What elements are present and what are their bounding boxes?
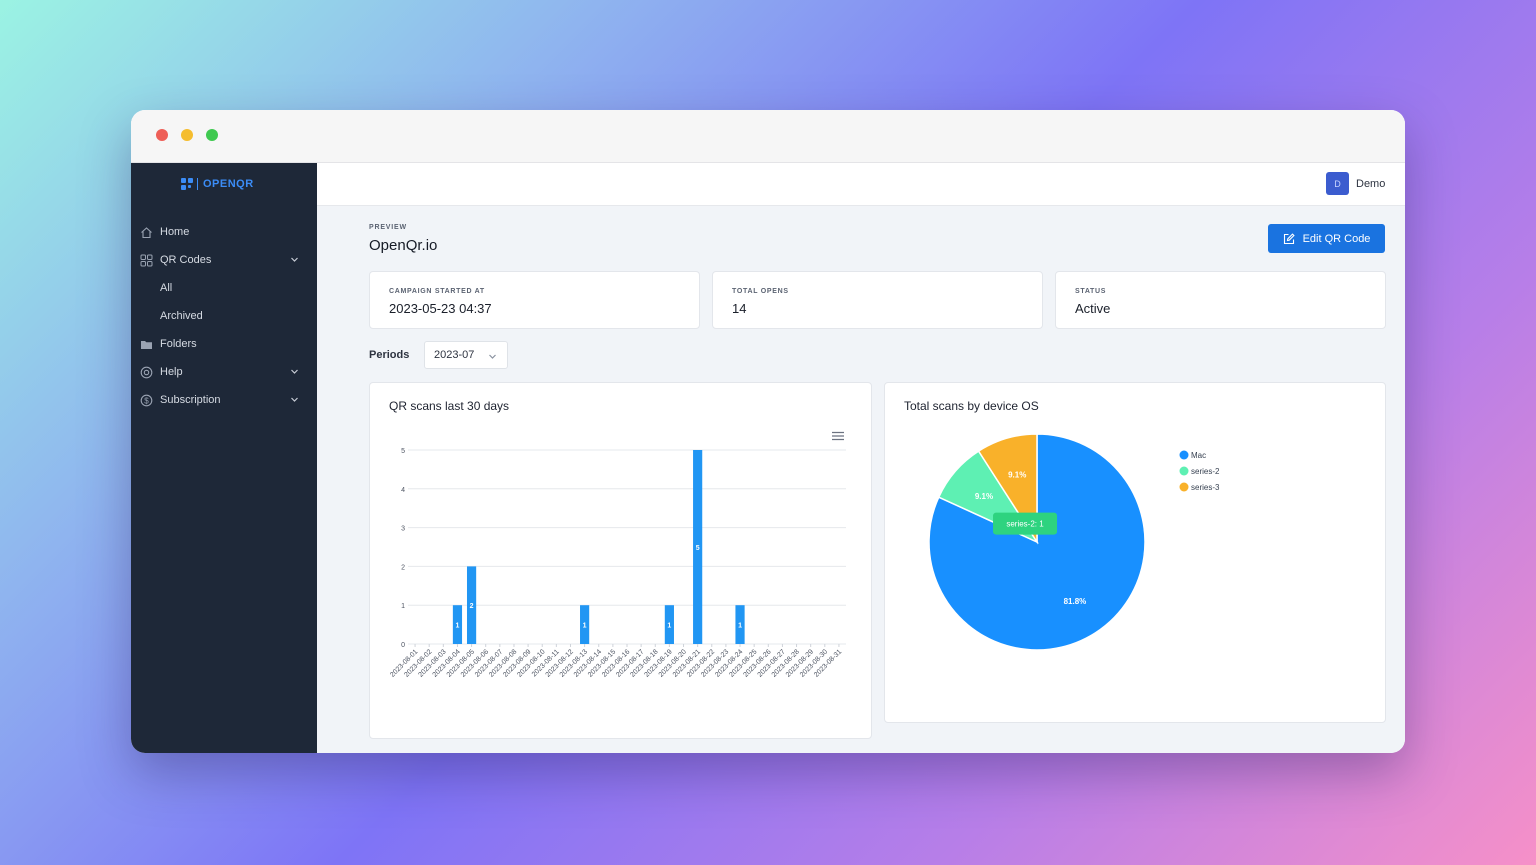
bar-data-label: 1: [667, 623, 671, 630]
app-logo[interactable]: OPENQR: [181, 176, 254, 192]
sidebar-item-label: Archived: [160, 310, 203, 322]
close-window-button[interactable]: [156, 129, 168, 141]
bar[interactable]: [664, 605, 674, 644]
stat-card-campaign-started: CAMPAIGN STARTED AT 2023-05-23 04:37: [369, 271, 700, 329]
avatar[interactable]: D: [1326, 172, 1349, 195]
bar[interactable]: [693, 450, 703, 644]
sidebar-item-archived[interactable]: Archived: [131, 305, 317, 327]
pie-slice-label: 81.8%: [1064, 597, 1087, 606]
sidebar-item-label: Subscription: [160, 394, 221, 406]
bar-data-label: 1: [583, 623, 587, 630]
bar[interactable]: [466, 566, 477, 644]
edit-icon: [1283, 232, 1295, 244]
sidebar-item-label: Folders: [160, 338, 197, 350]
sidebar-item-label: Help: [160, 366, 183, 378]
chevron-down-icon: [291, 369, 298, 374]
stat-card-total-opens: TOTAL OPENS 14: [712, 271, 1043, 329]
period-select[interactable]: 2023-07: [424, 341, 508, 369]
bar[interactable]: [735, 605, 745, 644]
legend-label[interactable]: Mac: [1191, 451, 1206, 460]
top-bar: D Demo: [317, 163, 1405, 206]
legend-marker[interactable]: [1179, 450, 1189, 460]
bar-data-label: 2: [470, 603, 474, 610]
bar-data-label: 5: [696, 545, 700, 552]
pie-slice-label: 9.1%: [975, 492, 993, 501]
user-name[interactable]: Demo: [1356, 178, 1386, 190]
tooltip-text: series-2: 1: [1006, 520, 1044, 529]
qr-icon: [139, 253, 153, 267]
chevron-down-icon: [291, 257, 298, 262]
legend-label[interactable]: series-2: [1191, 467, 1220, 476]
y-tick-label: 1: [401, 603, 405, 610]
sidebar-item-label: QR Codes: [160, 254, 212, 266]
qr-logo-icon: [181, 178, 193, 190]
legend-marker[interactable]: [1179, 482, 1189, 492]
y-tick-label: 5: [401, 448, 405, 455]
y-tick-label: 0: [401, 642, 405, 649]
edit-button-label: Edit QR Code: [1302, 232, 1371, 245]
stat-label: STATUS: [1075, 288, 1107, 295]
y-tick-label: 4: [401, 487, 405, 494]
stat-label: CAMPAIGN STARTED AT: [389, 288, 485, 295]
y-tick-label: 2: [401, 564, 405, 571]
sidebar-item-folders[interactable]: Folders: [131, 333, 317, 355]
bar[interactable]: [452, 605, 463, 644]
sidebar-item-help[interactable]: Help: [131, 361, 317, 383]
bar-chart-panel: QR scans last 30 days 0 1 2 3 4 5 2023-08-01 20…: [369, 382, 872, 739]
chevron-down-icon: [489, 354, 496, 359]
stat-card-status: STATUS Active: [1055, 271, 1386, 329]
window-titlebar: [131, 110, 1405, 163]
sidebar-item-home[interactable]: Home: [131, 221, 317, 243]
sidebar: OPENQR Home QR Codes All Archived Folder: [131, 163, 317, 753]
chart-menu-icon[interactable]: [832, 431, 844, 441]
bar-data-label: 1: [455, 623, 459, 630]
sidebar-item-label: Home: [160, 226, 190, 238]
periods-label: Periods: [369, 349, 410, 361]
stat-value: 2023-05-23 04:37: [389, 301, 492, 316]
svg-text:$: $: [144, 396, 149, 405]
minimize-window-button[interactable]: [181, 129, 193, 141]
legend-label[interactable]: series-3: [1191, 483, 1220, 492]
bar[interactable]: [580, 605, 590, 644]
chevron-down-icon: [291, 397, 298, 402]
preview-label: PREVIEW: [369, 224, 407, 231]
bar-chart: 0123452023-08-012023-08-022023-08-031202…: [389, 448, 846, 679]
stat-value: 14: [732, 301, 747, 316]
main-content: PREVIEW OpenQr.io Edit QR Code CAMPAIGN …: [317, 206, 1405, 753]
bar-chart-title: QR scans last 30 days: [389, 399, 510, 413]
stat-value: Active: [1075, 301, 1111, 316]
sidebar-item-all[interactable]: All: [131, 277, 317, 299]
page-title: OpenQr.io: [369, 237, 438, 254]
pie-slice-label: 9.1%: [1008, 471, 1026, 480]
logo-divider: [197, 178, 198, 190]
sidebar-item-qr-codes[interactable]: QR Codes: [131, 249, 317, 271]
pie-chart-panel: Total scans by device OS 81.8% 9.1% 9.1% se…: [884, 382, 1386, 723]
sidebar-item-subscription[interactable]: $ Subscription: [131, 389, 317, 411]
browser-window: OPENQR Home QR Codes All Archived Folder: [131, 110, 1405, 753]
sidebar-item-label: All: [160, 282, 173, 294]
pie-tooltip: series-2: 1: [993, 512, 1058, 535]
y-tick-label: 3: [401, 526, 405, 533]
pie-chart: 81.8% 9.1% 9.1% series-2: 1 Mac series-2 serie…: [928, 433, 1220, 651]
stat-label: TOTAL OPENS: [732, 288, 789, 295]
dollar-icon: $: [139, 393, 153, 407]
home-icon: [139, 225, 153, 239]
folder-icon: [139, 337, 153, 351]
help-icon: [139, 365, 153, 379]
edit-qr-code-button[interactable]: Edit QR Code: [1268, 224, 1385, 253]
bar-data-label: 1: [738, 623, 742, 630]
period-select-value: 2023-07: [434, 349, 475, 361]
zoom-window-button[interactable]: [206, 129, 218, 141]
pie-chart-title: Total scans by device OS: [904, 399, 1039, 413]
logo-text: OPENQR: [203, 178, 254, 190]
legend-marker[interactable]: [1179, 466, 1189, 476]
